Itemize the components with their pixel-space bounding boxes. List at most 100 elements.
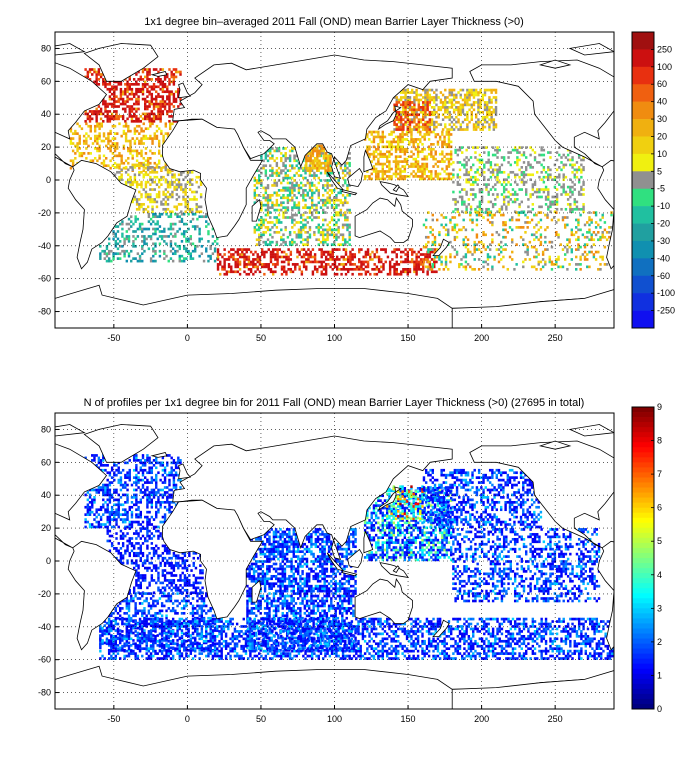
data-cell <box>113 161 117 165</box>
data-cell <box>457 128 460 131</box>
data-cell <box>413 98 416 102</box>
data-cell <box>399 110 403 114</box>
data-cell <box>302 265 306 269</box>
data-cell <box>488 128 491 131</box>
data-cell <box>470 106 473 109</box>
data-cell <box>95 115 98 118</box>
data-cell <box>289 250 293 254</box>
data-cell <box>299 193 303 197</box>
data-cell <box>586 221 589 224</box>
data-cell <box>174 212 177 216</box>
data-cell <box>473 245 476 249</box>
data-cell <box>318 144 321 148</box>
data-cell <box>488 221 492 224</box>
data-cell <box>116 252 120 256</box>
data-cell <box>422 253 425 256</box>
data-cell <box>106 488 109 492</box>
data-cell <box>397 162 400 166</box>
data-cell <box>395 125 398 129</box>
data-cell <box>579 213 582 217</box>
data-cell <box>430 110 434 114</box>
data-cell <box>555 203 559 206</box>
data-cell <box>509 163 512 167</box>
data-cell <box>470 91 473 94</box>
data-cell <box>115 518 118 521</box>
data-cell <box>266 149 270 153</box>
data-cell <box>120 161 123 165</box>
data-cell <box>305 265 308 269</box>
data-cell <box>324 201 327 205</box>
data-cell <box>115 80 118 84</box>
x-tick-label: 50 <box>256 333 266 343</box>
data-cell <box>324 179 327 182</box>
data-cell <box>95 515 98 519</box>
data-cell <box>271 240 274 244</box>
data-cell <box>171 222 175 226</box>
data-cell <box>419 98 423 102</box>
data-cell <box>106 510 109 514</box>
data-cell <box>93 513 96 516</box>
data-cell <box>529 146 532 149</box>
data-cell <box>260 171 263 175</box>
data-cell <box>471 267 474 271</box>
data-cell <box>393 267 396 271</box>
data-cell <box>137 97 140 101</box>
data-cell <box>333 208 336 212</box>
data-cell <box>476 183 479 186</box>
data-cell <box>394 155 398 158</box>
data-cell <box>531 148 535 152</box>
data-cell <box>282 211 285 214</box>
data-cell <box>275 193 279 197</box>
data-cell <box>185 222 188 226</box>
data-cell <box>507 156 510 159</box>
data-cell <box>274 255 277 259</box>
data-cell <box>416 143 420 146</box>
data-cell <box>393 265 396 269</box>
data-cell <box>348 184 351 187</box>
data-cell <box>557 265 560 269</box>
data-cell <box>431 240 434 244</box>
data-cell <box>186 200 190 204</box>
data-cell <box>106 471 109 475</box>
data-cell <box>318 248 321 251</box>
data-cell <box>289 270 293 274</box>
data-cell <box>284 226 287 229</box>
data-cell <box>330 171 334 175</box>
data-cell <box>275 216 279 219</box>
data-cell <box>459 123 462 126</box>
data-cell <box>274 265 277 269</box>
data-cell <box>542 188 546 191</box>
data-cell <box>432 155 435 158</box>
data-cell <box>496 173 499 177</box>
data-cell <box>372 170 376 173</box>
data-cell <box>373 253 376 256</box>
data-cell <box>313 159 317 163</box>
data-cell <box>307 255 310 259</box>
data-cell <box>444 228 448 232</box>
continent-outline <box>392 184 400 193</box>
data-cell <box>383 145 387 149</box>
data-cell <box>395 115 398 119</box>
data-cell <box>167 227 170 231</box>
data-cell <box>341 201 345 205</box>
data-cell <box>195 203 198 206</box>
data-cell <box>426 253 429 256</box>
data-cell <box>476 178 479 182</box>
data-cell <box>116 242 120 246</box>
data-cell <box>500 170 504 174</box>
data-cell <box>500 193 504 196</box>
data-cell <box>404 110 407 114</box>
data-cell <box>287 248 290 251</box>
data-cell <box>273 223 276 227</box>
data-cell <box>464 243 468 246</box>
data-cell <box>275 201 279 205</box>
data-cell <box>115 503 118 507</box>
data-cell <box>295 235 298 239</box>
data-cell <box>360 263 363 266</box>
data-cell <box>125 222 129 226</box>
data-cell <box>483 88 487 92</box>
data-cell <box>374 135 378 139</box>
data-cell <box>393 270 396 274</box>
data-cell <box>155 115 158 118</box>
data-cell <box>155 100 158 103</box>
